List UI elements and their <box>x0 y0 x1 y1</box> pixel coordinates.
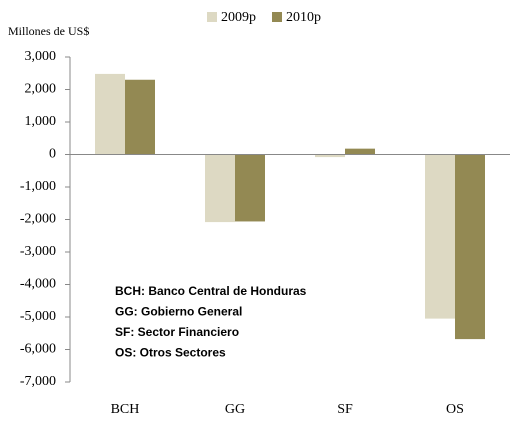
y-tick-label: 0 <box>49 147 56 162</box>
x-tick-label: BCH <box>111 402 140 417</box>
bar <box>425 154 455 319</box>
y-tick-label: 2,000 <box>25 82 57 97</box>
annotation: GG: Gobierno General <box>115 305 242 319</box>
legend-swatch <box>272 12 282 22</box>
bar <box>235 154 265 222</box>
y-tick-label: -1,000 <box>20 179 56 194</box>
bar <box>455 154 485 340</box>
bar <box>125 79 155 155</box>
annotation: SF: Sector Financiero <box>115 325 239 339</box>
x-tick-label: GG <box>225 402 245 417</box>
annotation: OS: Otros Sectores <box>115 346 226 360</box>
y-tick-label: -3,000 <box>20 244 56 259</box>
legend-label: 2009p <box>221 10 256 25</box>
y-tick-label: -5,000 <box>20 309 56 324</box>
bar <box>95 73 125 155</box>
legend-label: 2010p <box>286 10 321 25</box>
y-tick-label: -6,000 <box>20 342 56 357</box>
legend-swatch <box>207 12 217 22</box>
x-tick-label: OS <box>446 402 464 417</box>
y-tick-label: 1,000 <box>25 114 57 129</box>
bar <box>315 154 345 158</box>
y-axis-label: Millones de US$ <box>8 24 89 38</box>
y-tick-label: -4,000 <box>20 277 56 292</box>
y-tick-label: -2,000 <box>20 212 56 227</box>
x-tick-label: SF <box>337 402 353 417</box>
annotation: BCH: Banco Central de Honduras <box>115 284 307 298</box>
bar <box>345 148 375 155</box>
y-tick-label: 3,000 <box>25 49 57 64</box>
bar <box>205 154 235 223</box>
y-tick-label: -7,000 <box>20 374 56 389</box>
